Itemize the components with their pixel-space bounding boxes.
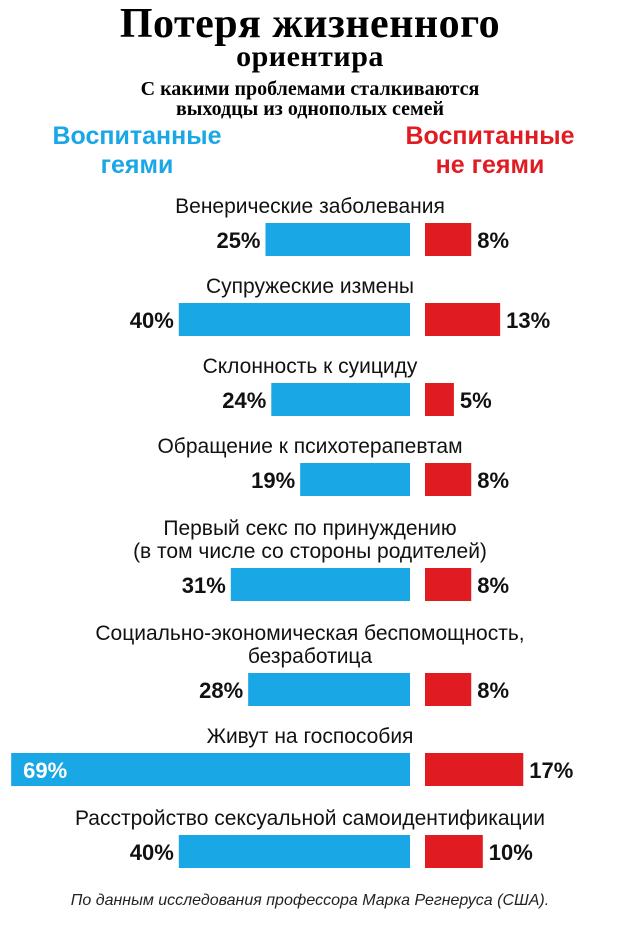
bar-raised-by-gays [230, 568, 410, 601]
category-label: Супружеские измены [206, 275, 414, 298]
value-label-left: 69% [23, 758, 67, 783]
bar-raised-by-non-gays [425, 568, 472, 601]
category-label: Венерические заболевания [175, 195, 445, 218]
value-label-right: 13% [506, 308, 550, 333]
chart-subtitle-line1: С какими проблемами сталкиваются [140, 78, 480, 100]
bar-raised-by-non-gays [425, 303, 501, 336]
legend-left: Воспитанные геями [32, 122, 242, 180]
bar-raised-by-non-gays [425, 673, 472, 706]
value-label-left: 25% [216, 228, 260, 253]
bar-raised-by-non-gays [425, 383, 454, 416]
value-label-left: 40% [130, 308, 174, 333]
legend-right-line2: не геями [435, 151, 545, 179]
bar-raised-by-non-gays [425, 223, 472, 256]
category-label: Живут на госпособия [207, 725, 414, 748]
value-label-left: 40% [130, 840, 174, 865]
legend-right-line1: Воспитанные [405, 122, 575, 150]
legend-left-line1: Воспитанные [52, 122, 222, 150]
bar-raised-by-gays [248, 673, 410, 706]
category-label: Склонность к суициду [203, 355, 418, 378]
bar-raised-by-non-gays [425, 835, 483, 868]
chart-title-line1: Потеря жизненного [119, 1, 501, 47]
category-label: (в том числе со стороны родителей) [133, 540, 487, 563]
category-label: Обращение к психотерапевтам [157, 435, 462, 458]
bar-raised-by-gays [178, 835, 410, 868]
value-label-left: 24% [222, 388, 266, 413]
value-label-left: 19% [251, 468, 295, 493]
chart-subtitle-line2: выходцы из однополых семей [175, 98, 445, 120]
bar-raised-by-non-gays [425, 753, 524, 786]
bar-raised-by-gays [11, 753, 411, 786]
legend-left-line2: геями [100, 151, 174, 179]
bar-raised-by-gays [271, 383, 410, 416]
category-label: безработица [248, 645, 373, 668]
value-label-right: 8% [477, 573, 509, 598]
value-label-left: 28% [199, 678, 243, 703]
value-label-right: 17% [529, 758, 573, 783]
bar-raised-by-gays [300, 463, 410, 496]
value-label-right: 8% [477, 678, 509, 703]
value-label-right: 8% [477, 468, 509, 493]
value-label-right: 8% [477, 228, 509, 253]
bar-raised-by-gays [178, 303, 410, 336]
source-note: По данным исследования профессора Марка … [70, 892, 550, 909]
value-label-left: 31% [182, 573, 226, 598]
bar-raised-by-gays [265, 223, 410, 256]
value-label-right: 10% [489, 840, 533, 865]
category-label: Расстройство сексуальной самоидентификац… [75, 807, 545, 830]
value-label-right: 5% [460, 388, 492, 413]
legend-right: Воспитанные не геями [380, 122, 600, 180]
bar-raised-by-non-gays [425, 463, 472, 496]
category-label: Социально-экономическая беспомощность, [95, 622, 524, 645]
chart-title-line2: ориентира [236, 40, 384, 73]
category-label: Первый секс по принуждению [163, 517, 456, 540]
